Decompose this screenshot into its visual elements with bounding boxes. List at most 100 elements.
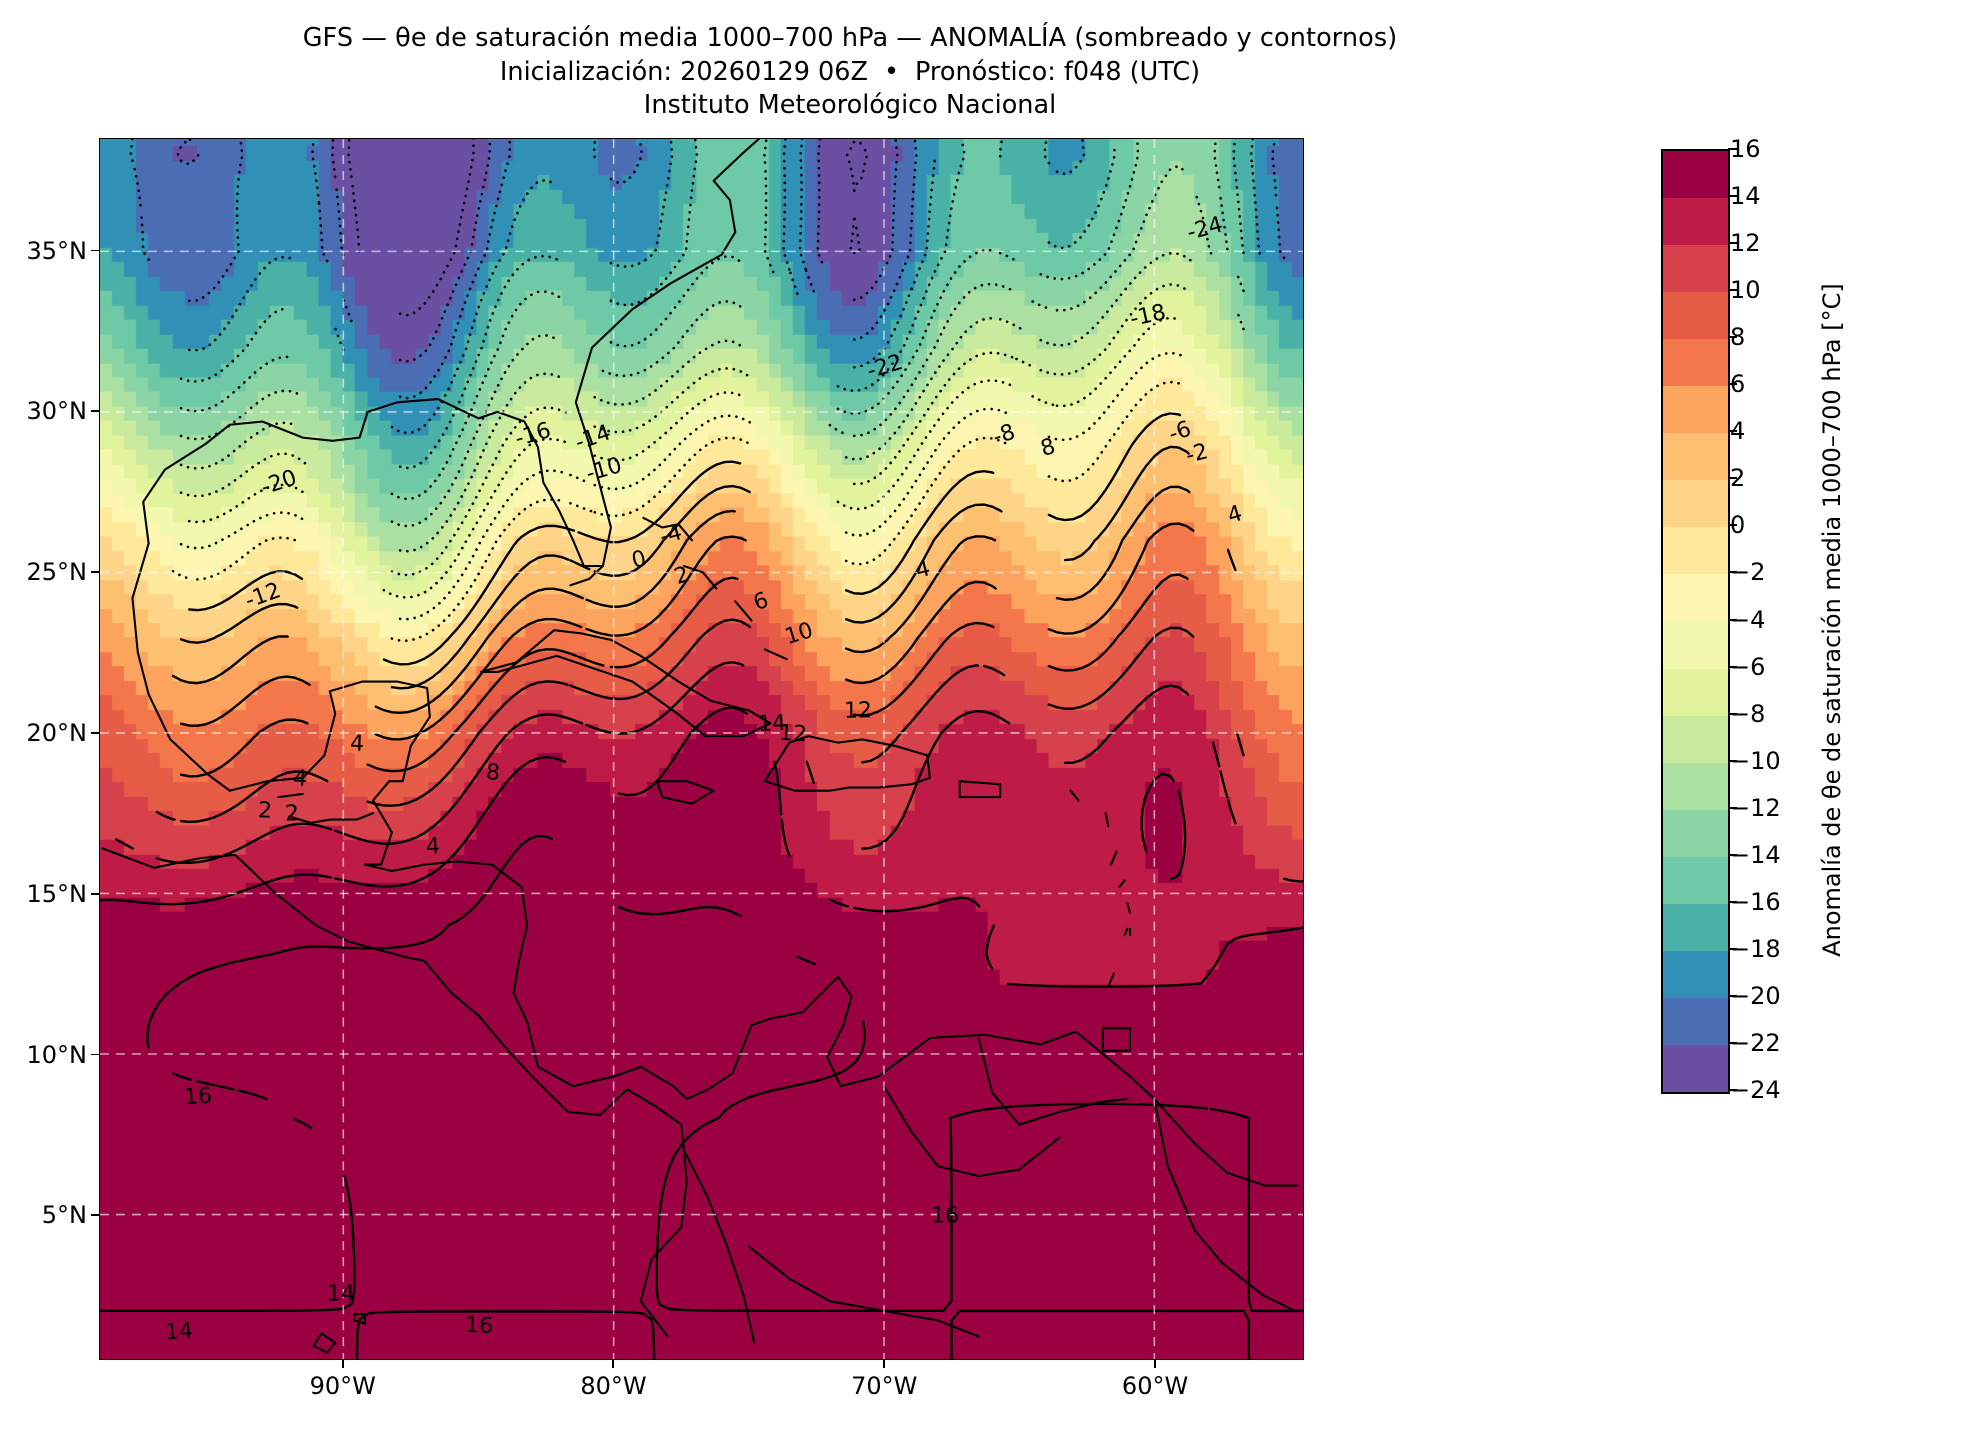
colorbar-tick-label: −20 [1730, 982, 1781, 1010]
contour-label: 2 [285, 802, 300, 828]
contour-label: 0 [629, 547, 648, 574]
forecast-hour-label: Pronóstico: f048 (UTC) [915, 57, 1200, 87]
x-axis-tick-label: 70°W [851, 1372, 917, 1400]
colorbar-tick-mark [1728, 948, 1737, 950]
contour-label: 16 [931, 1204, 959, 1229]
colorbar[interactable] [1661, 149, 1730, 1094]
contour-label: -20 [258, 466, 300, 501]
figure-title: GFS — θe de saturación media 1000–700 hP… [0, 22, 1700, 56]
contour-label: 2 [258, 798, 273, 824]
institution-label: Instituto Meteorológico Nacional [0, 89, 1700, 123]
colorbar-tick-mark [1728, 148, 1737, 150]
colorbar-segment [1663, 716, 1728, 763]
colorbar-tick-mark [1728, 195, 1737, 197]
colorbar-tick-mark [1728, 383, 1737, 385]
colorbar-tick-label: −18 [1730, 935, 1781, 963]
colorbar-tick-mark [1728, 713, 1737, 715]
contour-label: -24 [1184, 212, 1225, 246]
contour-label: -2 [1183, 439, 1210, 469]
contour-label: 14 [757, 711, 786, 737]
contour-label: 4 [293, 766, 308, 792]
colorbar-segment [1663, 386, 1728, 433]
x-axis-tick-mark [612, 1360, 614, 1368]
colorbar-tick-mark [1728, 571, 1737, 573]
colorbar-tick-mark [1728, 666, 1737, 668]
y-axis-tick-label: 10°N [27, 1041, 88, 1069]
colorbar-segment [1663, 151, 1728, 198]
contour-label: 8 [485, 760, 500, 786]
colorbar-segment [1663, 245, 1728, 292]
contour-label: 16 [183, 1084, 213, 1111]
colorbar-segment [1663, 763, 1728, 810]
contour-label: -8 [990, 420, 1019, 451]
colorbar-segment [1663, 1045, 1728, 1092]
x-axis-tick-label: 90°W [310, 1372, 376, 1400]
colorbar-segment [1663, 998, 1728, 1045]
colorbar-tick-mark [1728, 901, 1737, 903]
init-time-label: Inicialización: 20260129 06Z [500, 57, 868, 87]
contour-label: -4 [657, 520, 685, 550]
colorbar-segment [1663, 621, 1728, 668]
y-axis-tick-label: 20°N [27, 719, 88, 747]
colorbar-segment [1663, 810, 1728, 857]
colorbar-tick-label: −24 [1730, 1076, 1781, 1104]
y-axis-tick-mark [91, 250, 99, 252]
y-axis-tick-label: 15°N [27, 880, 88, 908]
figure-title-block: GFS — θe de saturación media 1000–700 hP… [0, 22, 1700, 123]
y-axis-tick-mark [91, 571, 99, 573]
contour-label: 8 [1038, 434, 1058, 462]
colorbar-tick-label: −14 [1730, 841, 1781, 869]
y-axis-tick-label: 25°N [27, 558, 88, 586]
x-axis-tick-mark [883, 1360, 885, 1368]
colorbar-tick-mark [1728, 242, 1737, 244]
colorbar-segment [1663, 857, 1728, 904]
colorbar-tick-mark [1728, 524, 1737, 526]
colorbar-tick-mark [1728, 1089, 1737, 1091]
colorbar-segment [1663, 292, 1728, 339]
contour-label: -22 [865, 350, 907, 384]
colorbar-tick-mark [1728, 1042, 1737, 1044]
colorbar-tick-mark [1728, 477, 1737, 479]
colorbar-segment [1663, 574, 1728, 621]
contour-label: 4 [1224, 501, 1245, 529]
contour-label: 16 [464, 1312, 493, 1338]
contour-label: 14 [327, 1281, 355, 1306]
contour-label: -16 [513, 418, 554, 452]
colorbar-segment [1663, 198, 1728, 245]
colorbar-segment [1663, 527, 1728, 574]
colorbar-tick-mark [1728, 289, 1737, 291]
colorbar-segment [1663, 433, 1728, 480]
colorbar-tick-mark [1728, 807, 1737, 809]
y-axis-tick-mark [91, 410, 99, 412]
colorbar-tick-mark [1728, 619, 1737, 621]
y-axis-tick-label: 30°N [27, 397, 88, 425]
y-axis-tick-label: 5°N [42, 1201, 87, 1229]
y-axis-tick-label: 35°N [27, 237, 88, 265]
contour-label: 4 [426, 834, 441, 860]
colorbar-tick-mark [1728, 995, 1737, 997]
x-axis-tick-label: 60°W [1122, 1372, 1188, 1400]
contour-label: -14 [572, 420, 614, 455]
figure-root: GFS — θe de saturación media 1000–700 hP… [0, 0, 1980, 1440]
colorbar-segment [1663, 339, 1728, 386]
colorbar-segment [1663, 669, 1728, 716]
x-axis-tick-mark [1154, 1360, 1156, 1368]
colorbar-tick-mark [1728, 336, 1737, 338]
colorbar-tick-mark [1728, 760, 1737, 762]
colorbar-tick-label: −10 [1730, 747, 1781, 775]
contour-label: 14 [164, 1319, 193, 1346]
contour-label: 2 [671, 562, 692, 590]
y-axis-tick-mark [91, 1054, 99, 1056]
contour-label: 4 [350, 731, 365, 756]
bullet-separator: • [868, 56, 915, 90]
map-plot-area[interactable]: -24 -22 -20 -18 -16 -14 -12 -10 -8 -6 -4 -2 0 2 4 4 4 4 4 2… [99, 138, 1304, 1360]
contour-label-layer: -24 -22 -20 -18 -16 -14 -12 -10 -8 -6 -4 -2 0 2 4 4 4 4 4 2… [100, 139, 1303, 1359]
figure-subtitle: Inicialización: 20260129 06Z • Pronóstico:… [0, 56, 1700, 90]
colorbar-tick-label: −16 [1730, 888, 1781, 916]
colorbar-tick-mark [1728, 430, 1737, 432]
x-axis-tick-mark [342, 1360, 344, 1368]
colorbar-label-text: Anomalía de θe de saturación media 1000–… [1818, 283, 1846, 957]
colorbar-tick-label: −12 [1730, 794, 1781, 822]
colorbar-axis-label: Anomalía de θe de saturación media 1000–… [1812, 149, 1852, 1090]
colorbar-tick-label: −22 [1730, 1029, 1781, 1057]
